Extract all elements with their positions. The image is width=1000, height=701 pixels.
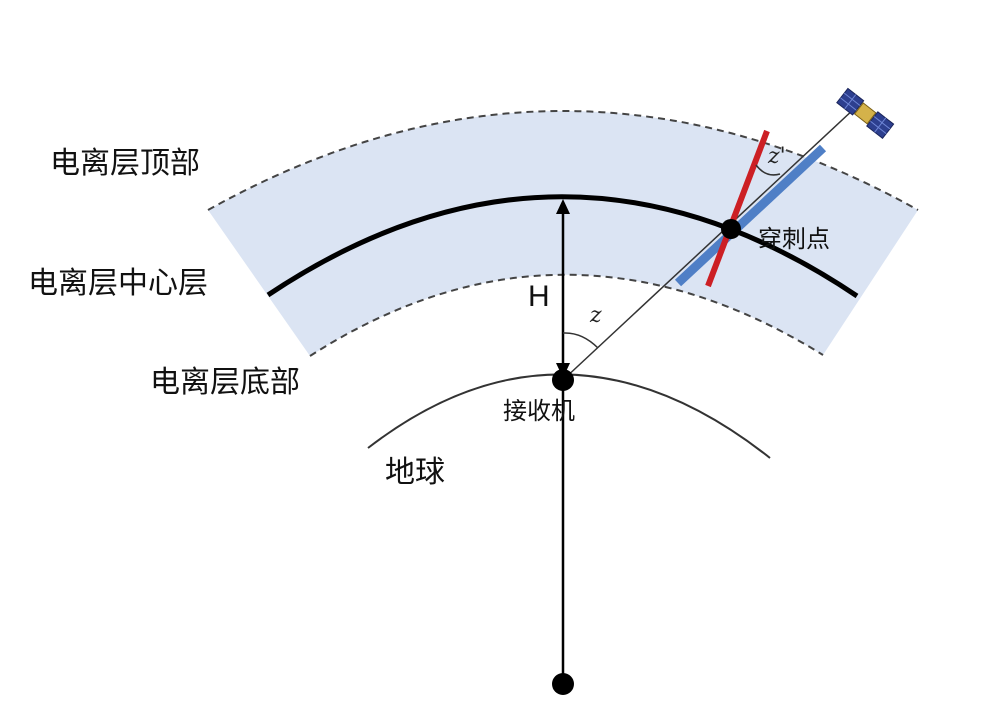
earth-center-dot [552, 673, 574, 695]
ionosphere-center-layer [266, 194, 859, 299]
pierce-vertical-segment [705, 129, 770, 288]
earth-label: 地球 [385, 455, 445, 490]
signal-path-line [562, 107, 856, 381]
receiver-dot [552, 369, 574, 391]
pierce-point-label: 穿刺点 [758, 225, 830, 253]
zenith-angle-label: z [589, 303, 602, 328]
ionosphere-bottom-label: 电离层底部 [150, 365, 300, 400]
height-arrow-top [556, 199, 570, 214]
height-label: H [528, 280, 550, 313]
ionosphere-center-label: 电离层中心层 [28, 266, 208, 301]
receiver-label: 接收机 [503, 397, 575, 425]
ionosphere-top-label: 电离层顶部 [50, 146, 200, 181]
ionosphere-top-boundary [207, 110, 919, 211]
satellite-icon [836, 87, 895, 140]
slant-path-segment [674, 144, 827, 287]
zenith-angle-prime-label: z' [767, 144, 786, 169]
zenith-angle-prime-arc [755, 164, 781, 176]
zenith-angle-arc [562, 332, 599, 349]
pierce-point-dot [721, 219, 741, 239]
